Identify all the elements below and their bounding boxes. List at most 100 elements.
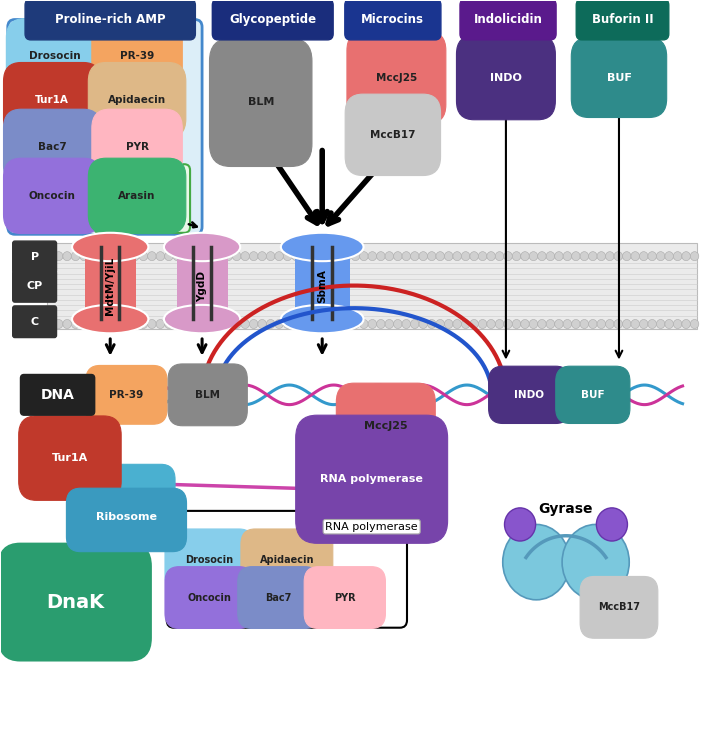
Circle shape bbox=[249, 251, 258, 260]
Circle shape bbox=[351, 251, 360, 260]
Circle shape bbox=[530, 251, 537, 260]
Bar bbox=[85, 247, 136, 319]
Ellipse shape bbox=[164, 305, 240, 333]
Text: Drosocin: Drosocin bbox=[29, 51, 81, 60]
Circle shape bbox=[283, 251, 292, 260]
Text: SbmA: SbmA bbox=[317, 270, 327, 304]
Circle shape bbox=[360, 319, 368, 328]
Circle shape bbox=[513, 251, 521, 260]
Text: RNA polymerase: RNA polymerase bbox=[326, 522, 418, 532]
Circle shape bbox=[122, 319, 131, 328]
Circle shape bbox=[190, 319, 198, 328]
Circle shape bbox=[385, 319, 394, 328]
Text: PYR: PYR bbox=[334, 593, 355, 602]
Circle shape bbox=[394, 251, 402, 260]
FancyBboxPatch shape bbox=[4, 63, 101, 138]
Circle shape bbox=[207, 251, 215, 260]
FancyBboxPatch shape bbox=[67, 488, 186, 552]
Ellipse shape bbox=[503, 525, 570, 599]
Circle shape bbox=[665, 251, 673, 260]
Circle shape bbox=[266, 251, 275, 260]
Circle shape bbox=[215, 251, 224, 260]
Circle shape bbox=[580, 319, 588, 328]
Circle shape bbox=[377, 319, 385, 328]
Circle shape bbox=[326, 319, 334, 328]
FancyBboxPatch shape bbox=[8, 20, 202, 234]
Circle shape bbox=[690, 319, 699, 328]
Circle shape bbox=[673, 251, 682, 260]
Circle shape bbox=[63, 251, 72, 260]
Circle shape bbox=[470, 319, 479, 328]
Text: Bac7: Bac7 bbox=[266, 593, 292, 602]
Circle shape bbox=[521, 251, 530, 260]
Circle shape bbox=[682, 319, 690, 328]
FancyBboxPatch shape bbox=[25, 0, 195, 40]
Circle shape bbox=[63, 319, 72, 328]
FancyBboxPatch shape bbox=[13, 270, 57, 302]
FancyBboxPatch shape bbox=[238, 567, 319, 628]
Circle shape bbox=[580, 251, 588, 260]
FancyBboxPatch shape bbox=[212, 0, 333, 40]
FancyBboxPatch shape bbox=[556, 366, 630, 424]
Ellipse shape bbox=[72, 305, 149, 333]
FancyBboxPatch shape bbox=[576, 0, 669, 40]
Circle shape bbox=[343, 251, 351, 260]
Circle shape bbox=[317, 251, 326, 260]
Circle shape bbox=[309, 251, 317, 260]
FancyBboxPatch shape bbox=[92, 19, 182, 93]
Circle shape bbox=[571, 251, 580, 260]
Ellipse shape bbox=[164, 233, 240, 261]
Circle shape bbox=[462, 319, 470, 328]
Circle shape bbox=[445, 319, 453, 328]
FancyBboxPatch shape bbox=[4, 159, 101, 233]
Circle shape bbox=[114, 319, 122, 328]
FancyBboxPatch shape bbox=[457, 35, 555, 120]
Circle shape bbox=[673, 319, 682, 328]
FancyBboxPatch shape bbox=[347, 32, 446, 124]
Circle shape bbox=[530, 319, 537, 328]
Circle shape bbox=[419, 319, 428, 328]
FancyBboxPatch shape bbox=[346, 94, 440, 175]
Text: Tur1A: Tur1A bbox=[35, 95, 69, 105]
Text: C: C bbox=[30, 317, 39, 327]
FancyBboxPatch shape bbox=[165, 567, 253, 628]
FancyBboxPatch shape bbox=[78, 464, 175, 530]
Circle shape bbox=[300, 251, 309, 260]
Circle shape bbox=[546, 251, 554, 260]
Circle shape bbox=[513, 319, 521, 328]
Circle shape bbox=[462, 251, 470, 260]
Circle shape bbox=[266, 319, 275, 328]
Circle shape bbox=[148, 251, 156, 260]
Circle shape bbox=[614, 319, 622, 328]
Circle shape bbox=[496, 319, 504, 328]
Circle shape bbox=[368, 251, 377, 260]
Circle shape bbox=[605, 319, 614, 328]
Circle shape bbox=[622, 319, 631, 328]
FancyBboxPatch shape bbox=[169, 364, 247, 426]
Circle shape bbox=[232, 251, 241, 260]
Circle shape bbox=[97, 251, 105, 260]
Text: Buforin II: Buforin II bbox=[592, 13, 653, 26]
Circle shape bbox=[504, 251, 513, 260]
Text: Glycopeptide: Glycopeptide bbox=[229, 13, 316, 26]
Text: INDO: INDO bbox=[514, 390, 544, 400]
Text: YgdD: YgdD bbox=[197, 271, 207, 302]
Text: MccB17: MccB17 bbox=[598, 602, 640, 612]
Circle shape bbox=[622, 251, 631, 260]
FancyBboxPatch shape bbox=[18, 416, 121, 501]
Circle shape bbox=[385, 251, 394, 260]
Circle shape bbox=[224, 319, 232, 328]
Circle shape bbox=[241, 251, 249, 260]
Circle shape bbox=[46, 319, 55, 328]
Circle shape bbox=[505, 508, 535, 541]
Text: PR-39: PR-39 bbox=[109, 390, 144, 400]
Circle shape bbox=[428, 319, 436, 328]
Circle shape bbox=[181, 251, 190, 260]
Circle shape bbox=[402, 251, 411, 260]
Circle shape bbox=[292, 319, 300, 328]
Circle shape bbox=[249, 319, 258, 328]
Text: Apidaecin: Apidaecin bbox=[108, 95, 166, 105]
Circle shape bbox=[597, 319, 605, 328]
Text: PR-39: PR-39 bbox=[120, 51, 154, 60]
Ellipse shape bbox=[281, 233, 363, 261]
